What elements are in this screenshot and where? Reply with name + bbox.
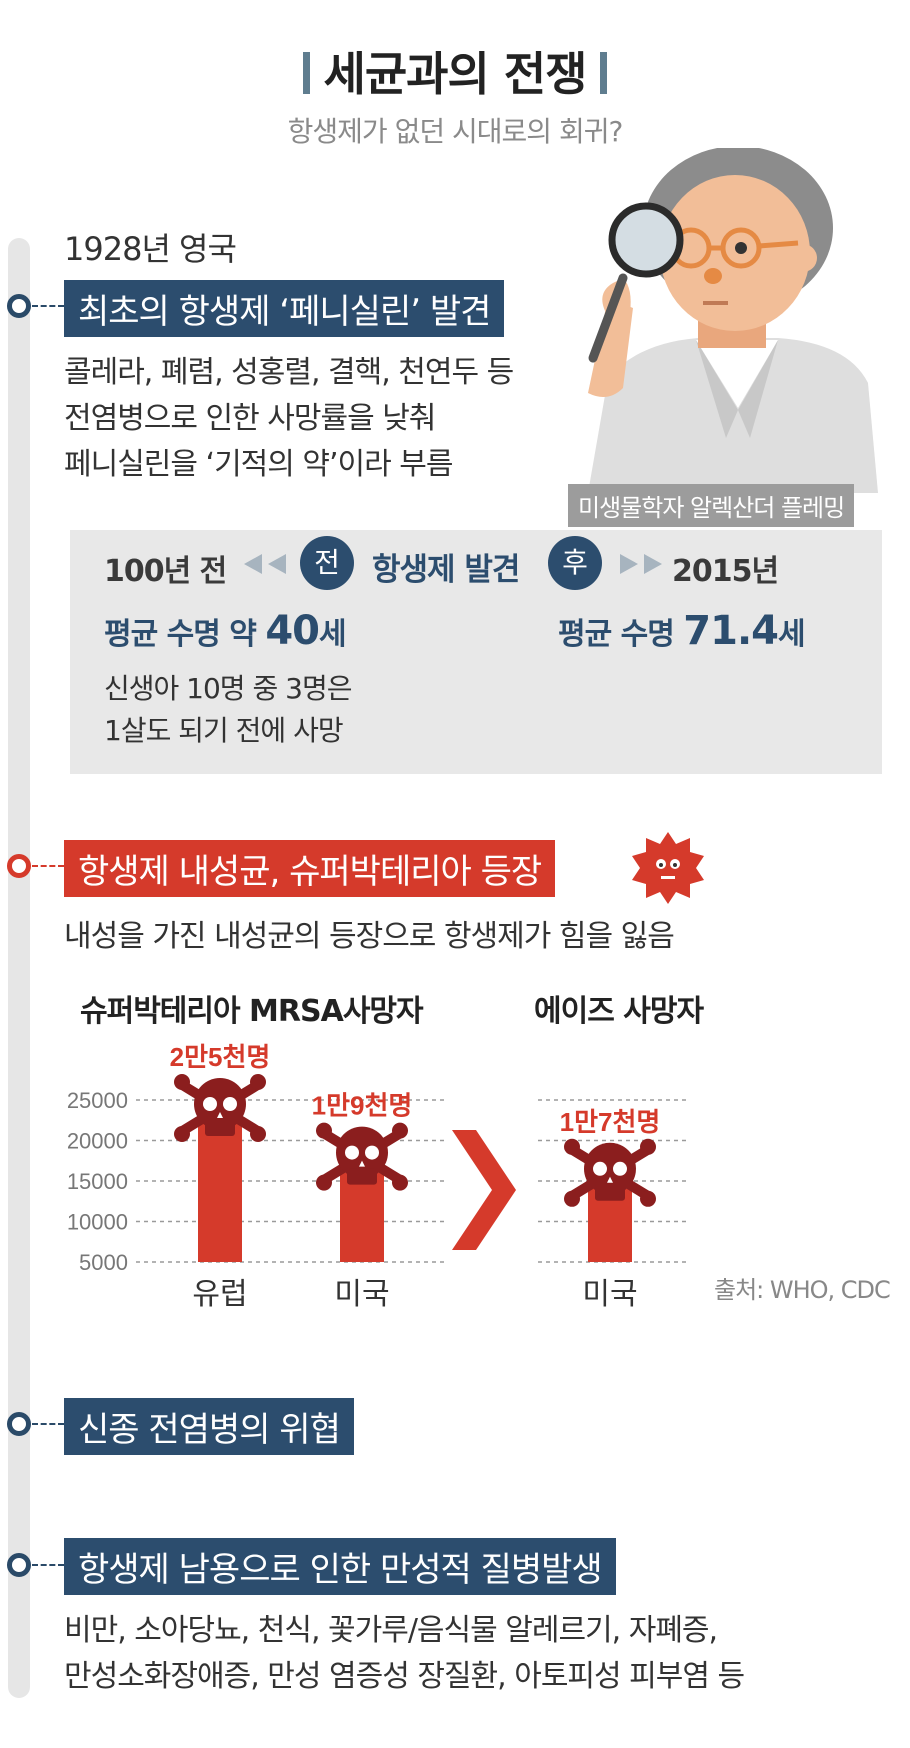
- before-life-value: 40: [265, 608, 320, 654]
- timeline-dot-4: [7, 1553, 31, 1577]
- chart1-title: 슈퍼박테리아 MRSA사망자: [80, 994, 424, 1029]
- timeline-dash-3: [32, 1423, 64, 1425]
- section4-line-2: 만성소화장애증, 만성 염증성 장질환, 아토피성 피부염 등: [64, 1659, 745, 1694]
- timeline-dot-2: [7, 854, 31, 878]
- before-badge: 전: [300, 536, 354, 590]
- year-place: 1928년 영국: [64, 230, 237, 268]
- face-icon: [660, 175, 810, 331]
- scientist-illustration: [588, 148, 878, 493]
- section4-line-1: 비만, 소아당뇨, 천식, 꽃가루/음식물 알레르기, 자폐증,: [64, 1613, 718, 1648]
- after-life-prefix: 평균 수명: [558, 617, 684, 652]
- chart1-category-label-0: 유럽: [192, 1278, 247, 1311]
- chart1-data-label-1: 1만9천명: [312, 1091, 413, 1121]
- left-arrows-icon: [244, 554, 286, 574]
- chart1-ytick-label-3: 10000: [67, 1210, 128, 1235]
- timeline-dot-1: [7, 294, 31, 318]
- chart2-bar-0: [588, 1188, 632, 1262]
- chart1-skull-icon-0: [174, 1074, 266, 1142]
- before-life-unit: 세: [319, 617, 347, 652]
- comparison-box: [70, 530, 882, 774]
- magnifier-handle-icon: [588, 273, 628, 363]
- section4-text: 비만, 소아당뇨, 천식, 꽃가루/음식물 알레르기, 자폐증, 만성소화장애증…: [64, 1608, 745, 1700]
- section3-label: 신종 전염병의 위협: [64, 1398, 354, 1455]
- chart1-ytick-label-4: 5000: [79, 1250, 128, 1275]
- section1-line-3: 페니실린을 ‘기적의 약’이라 부름: [64, 447, 453, 482]
- after-life-value: 71.4: [683, 608, 779, 654]
- newborn-note-line-1: 신생아 10명 중 3명은: [104, 672, 352, 705]
- newborn-note-line-2: 1살도 되기 전에 사망: [104, 714, 344, 747]
- chart1-bar-0: [198, 1124, 242, 1262]
- page-title: 세균과의 전쟁: [323, 47, 588, 101]
- section1-line-1: 콜레라, 폐렴, 성홍렬, 결핵, 천연두 등: [64, 355, 514, 390]
- after-label: 2015년: [672, 554, 779, 589]
- chart1-category-label-1: 미국: [334, 1278, 389, 1311]
- chart1-bar-1: [340, 1172, 384, 1262]
- chart2-skull-icon-0: [564, 1138, 656, 1207]
- section1-line-2: 전염병으로 인한 사망률을 낮춰: [64, 401, 436, 436]
- after-life-unit: 세: [778, 617, 806, 652]
- after-badge: 후: [548, 536, 602, 590]
- timeline-dot-3: [7, 1412, 31, 1436]
- timeline-dash-2: [32, 865, 64, 867]
- timeline-dash-4: [32, 1564, 64, 1566]
- magnifying-glass-icon: [608, 202, 684, 278]
- before-life-prefix: 평균 수명 약: [104, 617, 266, 652]
- title-bar-right: [600, 52, 608, 94]
- chart2-title: 에이즈 사망자: [534, 994, 704, 1029]
- section1-text: 콜레라, 폐렴, 성홍렬, 결핵, 천연두 등 전염병으로 인한 사망률을 낮춰…: [64, 350, 584, 488]
- virus-icon: [632, 832, 704, 904]
- section2-label: 항생제 내성균, 슈퍼박테리아 등장: [64, 840, 556, 897]
- chart2-data-label-0: 1만7천명: [560, 1107, 661, 1137]
- scientist-caption: 미생물학자 알렉산더 플레밍: [568, 484, 855, 527]
- page-subtitle: 항생제가 없던 시대로의 회귀?: [287, 115, 624, 148]
- before-life-expectancy: 평균 수명 약 40세: [104, 608, 347, 654]
- source-note: 출처: WHO, CDC: [714, 1276, 891, 1304]
- chart1-skull-icon-1: [316, 1122, 408, 1191]
- page-title-block: 세균과의 전쟁: [289, 38, 622, 104]
- chevron-right-icon: [452, 1130, 516, 1250]
- timeline-bar: [8, 238, 30, 1698]
- before-label: 100년 전: [104, 554, 227, 589]
- chart1-data-label-0: 2만5천명: [170, 1042, 271, 1072]
- chart2-category-label-0: 미국: [582, 1278, 637, 1311]
- chart1-ytick-label-2: 15000: [67, 1169, 128, 1194]
- section1-label: 최초의 항생제 ‘페니실린’ 발견: [64, 280, 505, 337]
- section4-label: 항생제 남용으로 인한 만성적 질병발생: [64, 1538, 616, 1595]
- after-life-expectancy: 평균 수명 71.4세: [558, 608, 806, 654]
- page-header: 세균과의 전쟁: [0, 38, 910, 104]
- discovery-label: 항생제 발견: [372, 552, 520, 588]
- timeline-dash-1: [32, 305, 64, 307]
- section2-text: 내성을 가진 내성균의 등장으로 항생제가 힘을 잃음: [64, 919, 675, 954]
- chart1-ytick-label-0: 25000: [67, 1088, 128, 1113]
- title-bar-left: [302, 52, 310, 94]
- right-arrows-icon: [620, 554, 662, 574]
- chart1-ytick-label-1: 20000: [67, 1129, 128, 1154]
- newborn-note: 신생아 10명 중 3명은 1살도 되기 전에 사망: [104, 668, 352, 752]
